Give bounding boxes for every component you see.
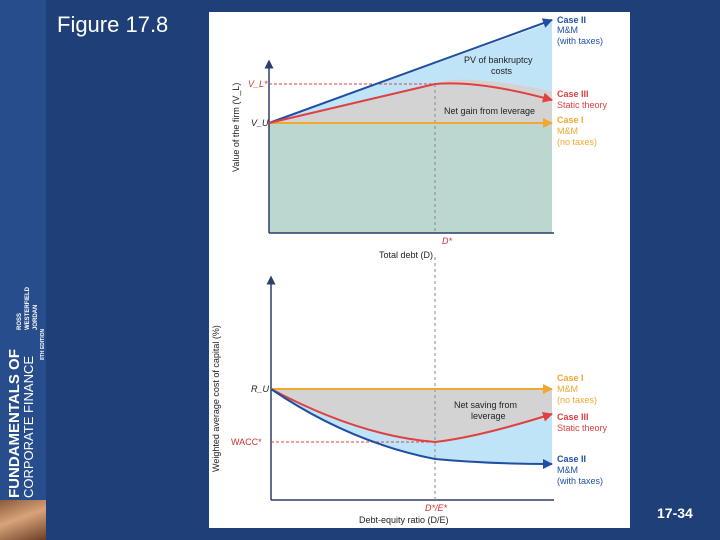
bottom-y-axis-label: Weighted average cost of capital (%): [211, 325, 221, 472]
top-case2-name: Case II: [557, 15, 586, 25]
top-case2-detail2: (with taxes): [557, 36, 603, 46]
sidebar-edition: 8TH EDITION: [40, 328, 46, 360]
figure-title: Figure 17.8: [57, 12, 169, 37]
bottom-case1-detail2: (no taxes): [557, 395, 597, 405]
bottom-case2-line: [270, 388, 553, 469]
top-case1-name: Case I: [557, 115, 584, 125]
cover-art-image: [0, 500, 46, 540]
top-base-region: [269, 123, 552, 233]
top-case1-detail1: M&M: [557, 126, 578, 136]
bottom-case3-name: Case III: [557, 412, 589, 422]
sidebar-line4: WESTERFIELD: [25, 286, 31, 330]
net-saving-annotation-line1: Net saving from: [454, 400, 517, 410]
figure-svg: Value of the firm (V_L) V_L* V_U D* Tota…: [211, 15, 608, 525]
top-x-axis-label: Total debt (D): [379, 250, 433, 260]
figure-panel: Value of the firm (V_L) V_L* V_U D* Tota…: [209, 12, 630, 528]
bottom-case3-detail1: Static theory: [557, 423, 608, 433]
pv-annotation-line1: PV of bankruptcy: [464, 55, 533, 65]
bottom-case1-detail1: M&M: [557, 384, 578, 394]
top-vu-label: V_U: [251, 118, 269, 128]
top-case2-line: [268, 18, 553, 124]
bottom-lower-region: [271, 389, 552, 464]
top-chart: Value of the firm (V_L) V_L* V_U D* Tota…: [231, 15, 608, 260]
top-case3-line: [268, 82, 553, 124]
sidebar-vertical-title: FUNDAMENTALS OF CORPORATE FINANCE ROSS W…: [3, 230, 46, 500]
bottom-wacc-star-label: WACC*: [231, 437, 262, 447]
bottom-de-star-label: D*/E*: [425, 503, 448, 513]
book-cover-sidebar: FUNDAMENTALS OF CORPORATE FINANCE ROSS W…: [0, 0, 46, 540]
pv-annotation-line2: costs: [491, 66, 513, 76]
top-case3-detail1: Static theory: [557, 100, 608, 110]
slide-number: 17-34: [657, 505, 693, 521]
bottom-chart: Weighted average cost of capital (%) R_U…: [211, 257, 608, 525]
bottom-ru-label: R_U: [251, 384, 270, 394]
bottom-case1-name: Case I: [557, 373, 584, 383]
bottom-x-axis-label: Debt-equity ratio (D/E): [359, 515, 449, 525]
bottom-case2-detail2: (with taxes): [557, 476, 603, 486]
sidebar-line1: FUNDAMENTALS OF: [6, 349, 23, 498]
sidebar-line5: JORDAN: [33, 305, 39, 330]
bottom-case2-name: Case II: [557, 454, 586, 464]
bottom-case3-line: [270, 388, 553, 444]
net-gain-region: [269, 79, 552, 123]
top-case2-detail1: M&M: [557, 25, 578, 35]
net-gain-annotation: Net gain from leverage: [444, 106, 535, 116]
net-saving-annotation-line2: leverage: [471, 411, 506, 421]
sidebar-line3: ROSS: [17, 313, 23, 330]
top-y-axis-label: Value of the firm (V_L): [231, 83, 241, 172]
top-d-star-label: D*: [442, 236, 452, 246]
sidebar-line2: CORPORATE FINANCE: [21, 356, 36, 498]
bottom-case2-detail1: M&M: [557, 465, 578, 475]
top-vl-star-label: V_L*: [248, 79, 268, 89]
net-saving-region: [271, 389, 552, 442]
top-case1-detail2: (no taxes): [557, 137, 597, 147]
top-case3-name: Case III: [557, 89, 589, 99]
